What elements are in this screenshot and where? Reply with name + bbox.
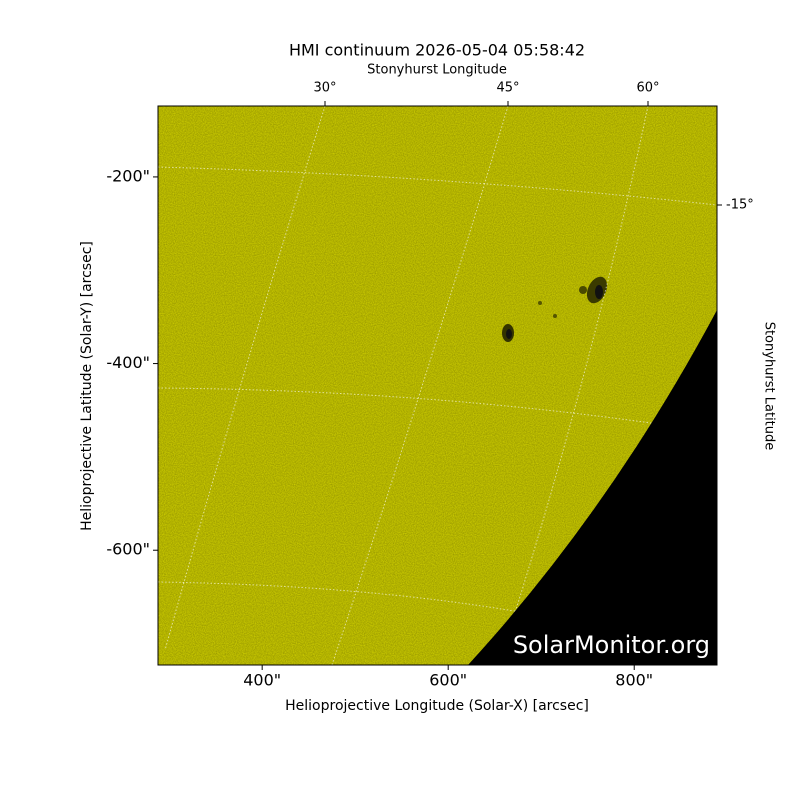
top-tick-label: 60° <box>636 81 659 96</box>
x-tick-label: 600" <box>429 671 467 690</box>
y-tick-label: -600" <box>106 540 150 559</box>
y-tick-label: -400" <box>106 353 150 372</box>
plot-frame <box>157 105 718 666</box>
solar-image: SolarMonitor.org <box>158 106 717 665</box>
top-tick-label: 45° <box>496 81 519 96</box>
right-tick-label: -15° <box>726 198 754 213</box>
y-tick-label: -200" <box>106 166 150 185</box>
x-tick-label: 400" <box>243 671 281 690</box>
watermark: SolarMonitor.org <box>513 631 710 659</box>
top-axis-label: Stonyhurst Longitude <box>367 63 507 78</box>
x-axis-label: Helioprojective Longitude (Solar-X) [arc… <box>285 698 589 714</box>
sunspots <box>502 276 608 342</box>
right-axis-label: Stonyhurst Latitude <box>762 322 777 451</box>
top-tick-label: 30° <box>313 81 336 96</box>
off-limb <box>468 310 717 665</box>
chart-title: HMI continuum 2026-05-04 05:58:42 <box>289 41 585 60</box>
x-tick-label: 800" <box>615 671 653 690</box>
grid-latitude <box>158 581 521 613</box>
grid-longitude <box>499 106 649 661</box>
grid-latitude <box>158 166 717 206</box>
y-axis-label: Helioprojective Latitude (Solar-Y) [arcs… <box>79 241 95 531</box>
grid-longitude <box>331 106 509 665</box>
